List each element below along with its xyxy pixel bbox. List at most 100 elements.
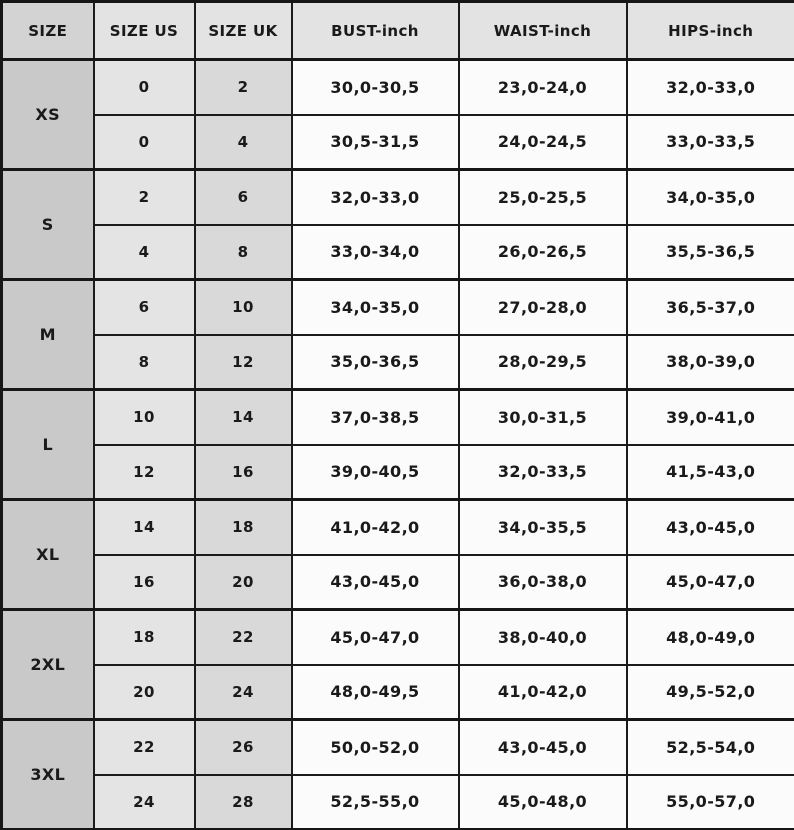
header-size: SIZE	[0, 0, 95, 61]
waist-cell: 45,0-48,0	[457, 773, 628, 830]
hips-cell: 41,5-43,0	[625, 443, 794, 501]
bust-cell: 37,0-38,5	[290, 388, 460, 446]
size-us-cell: 4	[92, 223, 196, 281]
size-group-label: XS	[0, 58, 95, 171]
waist-cell: 28,0-29,5	[457, 333, 628, 391]
size-us-cell: 6	[92, 278, 196, 336]
bust-cell: 45,0-47,0	[290, 608, 460, 666]
bust-cell: 34,0-35,0	[290, 278, 460, 336]
waist-cell: 36,0-38,0	[457, 553, 628, 611]
bust-cell: 33,0-34,0	[290, 223, 460, 281]
hips-cell: 52,5-54,0	[625, 718, 794, 776]
bust-cell: 39,0-40,5	[290, 443, 460, 501]
bust-cell: 30,5-31,5	[290, 113, 460, 171]
size-us-cell: 14	[92, 498, 196, 556]
size-uk-cell: 24	[193, 663, 293, 721]
table-row: 12 16 39,0-40,5 32,0-33,5 41,5-43,0	[2, 443, 794, 501]
bust-cell: 41,0-42,0	[290, 498, 460, 556]
hips-cell: 39,0-41,0	[625, 388, 794, 446]
size-uk-cell: 16	[193, 443, 293, 501]
waist-cell: 25,0-25,5	[457, 168, 628, 226]
hips-cell: 43,0-45,0	[625, 498, 794, 556]
waist-cell: 34,0-35,5	[457, 498, 628, 556]
table-row: 4 8 33,0-34,0 26,0-26,5 35,5-36,5	[2, 223, 794, 281]
waist-cell: 23,0-24,0	[457, 58, 628, 116]
table-row: 3XL 22 26 50,0-52,0 43,0-45,0 52,5-54,0	[0, 718, 794, 830]
size-us-cell: 0	[92, 113, 196, 171]
size-uk-cell: 28	[193, 773, 293, 830]
size-group-label: L	[0, 388, 95, 501]
hips-cell: 45,0-47,0	[625, 553, 794, 611]
size-us-cell: 12	[92, 443, 196, 501]
waist-cell: 38,0-40,0	[457, 608, 628, 666]
size-uk-cell: 26	[193, 718, 293, 776]
bust-cell: 30,0-30,5	[290, 58, 460, 116]
size-group-label: S	[0, 168, 95, 281]
header-waist-inch: WAIST-inch	[457, 0, 628, 61]
table-row: XS 0 2 30,0-30,5 23,0-24,0 32,0-33,0	[0, 58, 794, 171]
size-uk-cell: 4	[193, 113, 293, 171]
waist-cell: 26,0-26,5	[457, 223, 628, 281]
waist-cell: 41,0-42,0	[457, 663, 628, 721]
table-row: 20 24 48,0-49,5 41,0-42,0 49,5-52,0	[2, 663, 794, 721]
size-uk-cell: 20	[193, 553, 293, 611]
size-uk-cell: 12	[193, 333, 293, 391]
table-row: 24 28 52,5-55,0 45,0-48,0 55,0-57,0	[2, 773, 794, 830]
size-us-cell: 20	[92, 663, 196, 721]
size-us-cell: 22	[92, 718, 196, 776]
bust-cell: 52,5-55,0	[290, 773, 460, 830]
header-size-uk: SIZE UK	[193, 0, 293, 61]
table-row: 16 20 43,0-45,0 36,0-38,0 45,0-47,0	[2, 553, 794, 611]
hips-cell: 38,0-39,0	[625, 333, 794, 391]
bust-cell: 32,0-33,0	[290, 168, 460, 226]
bust-cell: 43,0-45,0	[290, 553, 460, 611]
table-row: 8 12 35,0-36,5 28,0-29,5 38,0-39,0	[2, 333, 794, 391]
bust-cell: 48,0-49,5	[290, 663, 460, 721]
table-row: M 6 10 34,0-35,0 27,0-28,0 36,5-37,0	[0, 278, 794, 391]
table-row: XL 14 18 41,0-42,0 34,0-35,5 43,0-45,0	[0, 498, 794, 611]
size-us-cell: 8	[92, 333, 196, 391]
size-us-cell: 18	[92, 608, 196, 666]
size-us-cell: 16	[92, 553, 196, 611]
waist-cell: 27,0-28,0	[457, 278, 628, 336]
hips-cell: 33,0-33,5	[625, 113, 794, 171]
size-group-label: 2XL	[0, 608, 95, 721]
size-us-cell: 24	[92, 773, 196, 830]
size-chart-body: XS 0 2 30,0-30,5 23,0-24,0 32,0-33,0 0 4 30,5-31…	[0, 58, 794, 830]
size-uk-cell: 22	[193, 608, 293, 666]
size-group-label: 3XL	[0, 718, 95, 830]
size-uk-cell: 14	[193, 388, 293, 446]
size-uk-cell: 10	[193, 278, 293, 336]
hips-cell: 35,5-36,5	[625, 223, 794, 281]
table-row: 2XL 18 22 45,0-47,0 38,0-40,0 48,0-49,0	[0, 608, 794, 721]
size-group-label: M	[0, 278, 95, 391]
hips-cell: 48,0-49,0	[625, 608, 794, 666]
waist-cell: 43,0-45,0	[457, 718, 628, 776]
hips-cell: 55,0-57,0	[625, 773, 794, 830]
waist-cell: 32,0-33,5	[457, 443, 628, 501]
waist-cell: 24,0-24,5	[457, 113, 628, 171]
hips-cell: 36,5-37,0	[625, 278, 794, 336]
bust-cell: 35,0-36,5	[290, 333, 460, 391]
size-uk-cell: 2	[193, 58, 293, 116]
hips-cell: 32,0-33,0	[625, 58, 794, 116]
bust-cell: 50,0-52,0	[290, 718, 460, 776]
size-us-cell: 2	[92, 168, 196, 226]
header-size-us: SIZE US	[92, 0, 196, 61]
header-row: SIZE SIZE US SIZE UK BUST-inch WAIST-inc…	[0, 0, 794, 61]
size-uk-cell: 6	[193, 168, 293, 226]
size-uk-cell: 18	[193, 498, 293, 556]
size-us-cell: 10	[92, 388, 196, 446]
waist-cell: 30,0-31,5	[457, 388, 628, 446]
size-uk-cell: 8	[193, 223, 293, 281]
table-row: S 2 6 32,0-33,0 25,0-25,5 34,0-35,0	[0, 168, 794, 281]
table-row: 0 4 30,5-31,5 24,0-24,5 33,0-33,5	[2, 113, 794, 171]
header-hips-inch: HIPS-inch	[625, 0, 794, 61]
hips-cell: 49,5-52,0	[625, 663, 794, 721]
hips-cell: 34,0-35,0	[625, 168, 794, 226]
table-row: L 10 14 37,0-38,5 30,0-31,5 39,0-41,0	[0, 388, 794, 501]
size-us-cell: 0	[92, 58, 196, 116]
header-bust-inch: BUST-inch	[290, 0, 460, 61]
size-group-label: XL	[0, 498, 95, 611]
